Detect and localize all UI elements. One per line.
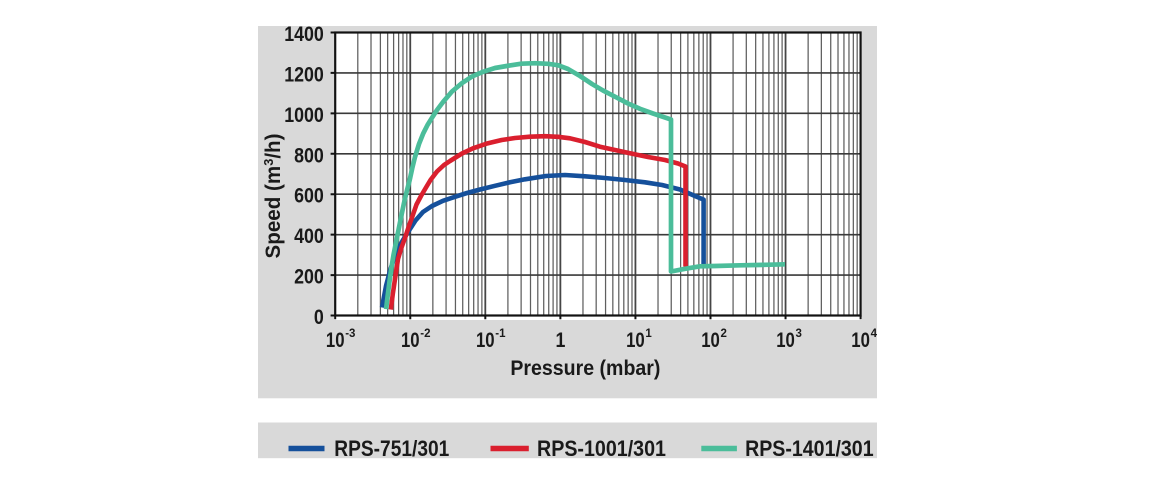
svg-text:0: 0 (314, 306, 324, 329)
svg-text:-3: -3 (345, 328, 355, 340)
svg-text:600: 600 (294, 185, 324, 208)
svg-text:1: 1 (555, 329, 565, 352)
svg-text:800: 800 (294, 144, 324, 167)
svg-text:RPS-1001/301: RPS-1001/301 (537, 436, 666, 461)
svg-text:Pressure (mbar): Pressure (mbar) (510, 357, 660, 380)
svg-text:RPS-1401/301: RPS-1401/301 (745, 436, 874, 461)
svg-text:-2: -2 (420, 328, 430, 340)
svg-text:3: 3 (796, 328, 802, 340)
svg-text:1: 1 (645, 328, 652, 340)
svg-text:10: 10 (401, 329, 420, 352)
svg-text:1000: 1000 (284, 104, 324, 127)
svg-text:10: 10 (326, 329, 345, 352)
svg-text:10: 10 (851, 329, 870, 352)
svg-text:4: 4 (871, 328, 878, 340)
svg-text:RPS-751/301: RPS-751/301 (334, 436, 449, 461)
svg-text:10: 10 (626, 329, 645, 352)
svg-text:200: 200 (294, 266, 324, 289)
svg-text:2: 2 (721, 328, 727, 340)
svg-text:10: 10 (776, 329, 795, 352)
svg-text:1200: 1200 (284, 63, 324, 86)
svg-text:10: 10 (476, 329, 495, 352)
svg-text:Speed (m3/h): Speed (m3/h) (261, 134, 285, 259)
svg-text:400: 400 (294, 225, 324, 248)
svg-text:1400: 1400 (284, 23, 324, 46)
svg-text:-1: -1 (495, 328, 506, 340)
svg-text:10: 10 (701, 329, 720, 352)
